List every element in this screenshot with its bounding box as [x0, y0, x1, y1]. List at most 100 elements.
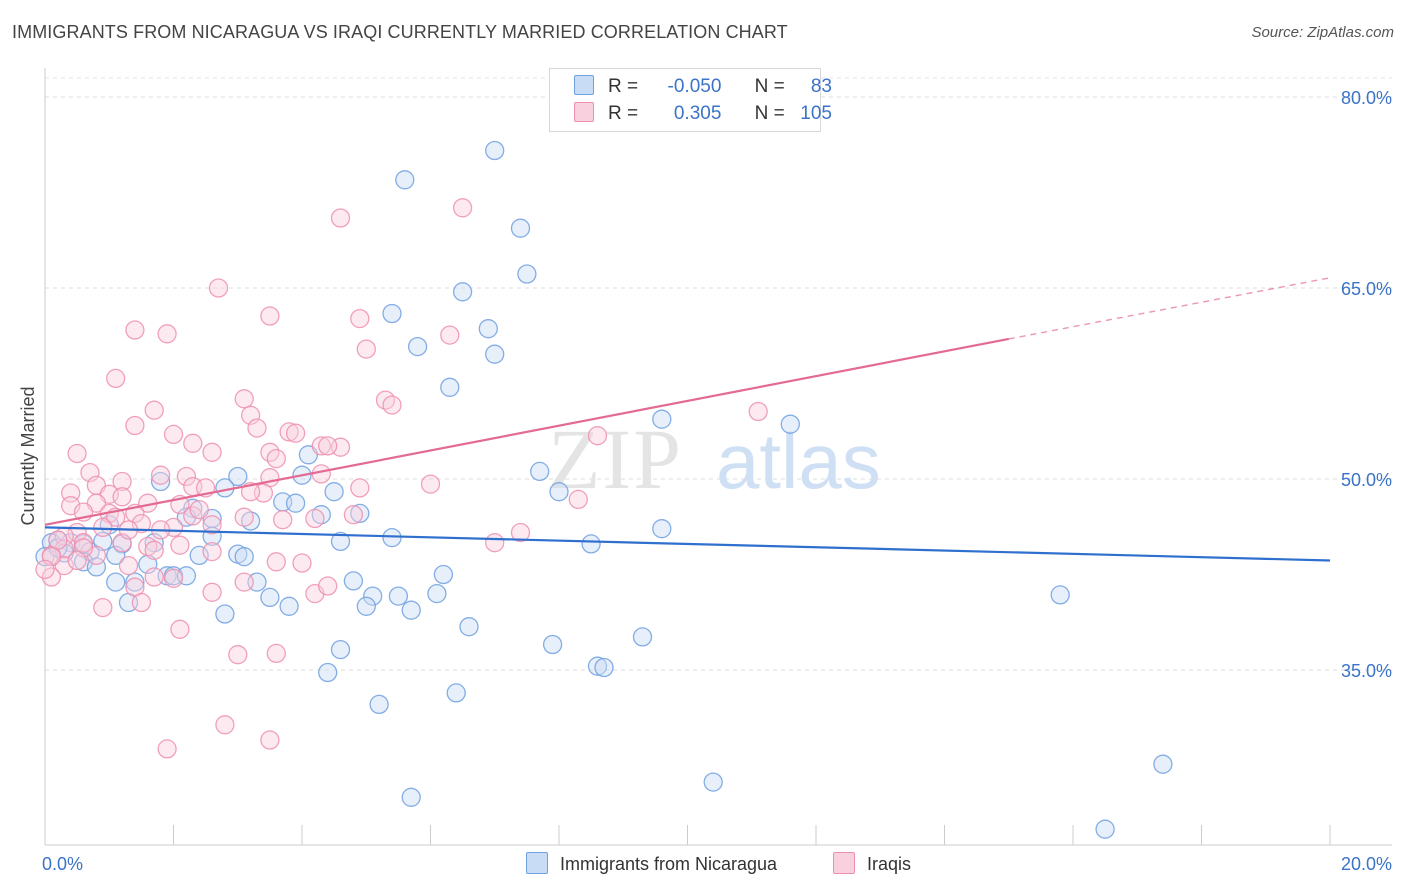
nicaragua-point — [703, 772, 723, 792]
legend-r-label: R = — [608, 103, 639, 124]
iraqis-point — [170, 619, 190, 639]
nicaragua-point — [407, 336, 428, 357]
iraqis-point — [420, 474, 441, 494]
iraqis-point — [202, 582, 222, 602]
iraqis-point — [748, 401, 768, 422]
legend-r-value: 0.305 — [673, 103, 722, 124]
iraqis-point — [176, 466, 197, 487]
iraqis-point — [208, 278, 229, 298]
legend-n-value: 105 — [800, 103, 832, 124]
legend-item-nicaragua[interactable]: Immigrants from Nicaragua — [526, 852, 777, 875]
iraqis-point — [125, 415, 145, 436]
iraqis-point — [234, 572, 254, 592]
nicaragua-point — [587, 656, 608, 676]
iraqis-point — [375, 390, 396, 410]
legend-n-value: 83 — [810, 76, 832, 97]
nicaragua-point — [279, 596, 299, 616]
iraqis-point — [93, 517, 113, 538]
iraqis-point — [150, 465, 171, 485]
nicaragua-point — [594, 657, 614, 678]
iraqis-point — [67, 443, 87, 464]
nicaragua-point — [125, 572, 145, 592]
trend-lines — [44, 277, 1331, 562]
iraqis-point — [118, 555, 139, 576]
legend-n-label: N = — [754, 103, 785, 124]
iraqis-point — [247, 418, 267, 438]
iraqis-point — [568, 489, 588, 510]
iraqis-point — [144, 540, 164, 560]
iraqis-point — [305, 508, 325, 529]
nicaragua-point — [401, 787, 421, 807]
iraqis-point — [330, 208, 351, 228]
nicaragua-point — [285, 493, 306, 513]
legend-row-iraqis: R = 0.305 N = 105 — [574, 102, 832, 126]
nicaragua-point — [452, 282, 473, 302]
iraqis-point — [106, 368, 126, 389]
iraqis-point — [266, 448, 286, 469]
legend-swatch-nicaragua — [526, 852, 548, 874]
nicaragua-point — [350, 503, 370, 524]
legend-label-nicaragua: Immigrants from Nicaragua — [560, 854, 778, 874]
iraqis-trend-extension — [1008, 277, 1331, 340]
nicaragua-point — [1153, 754, 1173, 774]
x-tick-right: 20.0% — [1341, 854, 1392, 874]
iraqis-point — [587, 426, 608, 446]
iraqis-point — [170, 535, 190, 555]
iraqis-point — [350, 308, 370, 329]
nicaragua-point — [485, 140, 505, 161]
nicaragua-point — [1050, 585, 1070, 605]
nicaragua-point — [228, 466, 248, 487]
iraqis-point — [350, 478, 370, 498]
legend-swatch-nicaragua — [574, 75, 594, 95]
iraqis-point — [279, 422, 299, 442]
iraqis-point — [318, 436, 338, 456]
iraqis-point — [228, 645, 248, 665]
nicaragua-point — [459, 617, 479, 637]
iraqis-trend-line — [44, 337, 1009, 526]
nicaragua-point — [427, 583, 447, 604]
x-tick-left: 0.0% — [42, 854, 83, 874]
iraqis-point — [112, 471, 132, 492]
iraqis-point — [157, 324, 177, 344]
y-tick-label: 80.0% — [1341, 88, 1392, 108]
legend-item-iraqis[interactable]: Iraqis — [833, 852, 911, 875]
nicaragua-point — [632, 627, 653, 647]
nicaragua-point — [150, 471, 171, 492]
chart-title: IMMIGRANTS FROM NICARAGUA VS IRAQI CURRE… — [12, 22, 788, 42]
iraqis-point — [510, 522, 531, 543]
nicaragua-point — [440, 377, 460, 397]
iraqis-point — [183, 433, 203, 453]
iraqis-point — [260, 306, 280, 326]
iraqis-point — [311, 436, 331, 456]
nicaragua-point — [510, 218, 531, 238]
legend-label-iraqis: Iraqis — [867, 854, 912, 874]
y-tick-label: 50.0% — [1341, 470, 1392, 490]
nicaragua-point — [549, 482, 569, 502]
iraqis-point — [318, 576, 338, 596]
iraqis-point — [35, 559, 55, 580]
iraqis-point — [240, 482, 261, 502]
nicaragua-point — [343, 571, 364, 591]
nicaragua-point — [215, 604, 235, 624]
iraqis-point — [234, 507, 254, 527]
nicaragua-point — [395, 170, 415, 190]
nicaragua-point — [485, 344, 505, 364]
source-label: Source: ZipAtlas.com — [1251, 24, 1394, 41]
nicaragua-point — [382, 303, 402, 324]
iraqis-point — [343, 505, 364, 525]
iraqis-point — [202, 541, 222, 562]
nicaragua-point — [388, 586, 409, 606]
nicaragua-point — [517, 264, 537, 284]
iraqis-point — [266, 552, 286, 572]
iraqis-point — [157, 739, 177, 759]
iraqis-point — [131, 592, 152, 613]
iraqis-point — [452, 198, 473, 218]
nicaragua-trend-line — [44, 526, 1331, 562]
iraqis-point — [112, 487, 132, 507]
iraqis-point — [144, 400, 164, 420]
nicaragua-point — [542, 634, 563, 655]
iraqis-point — [285, 423, 306, 443]
legend-n-label: N = — [754, 76, 785, 97]
legend-r-value: -0.050 — [667, 76, 722, 97]
